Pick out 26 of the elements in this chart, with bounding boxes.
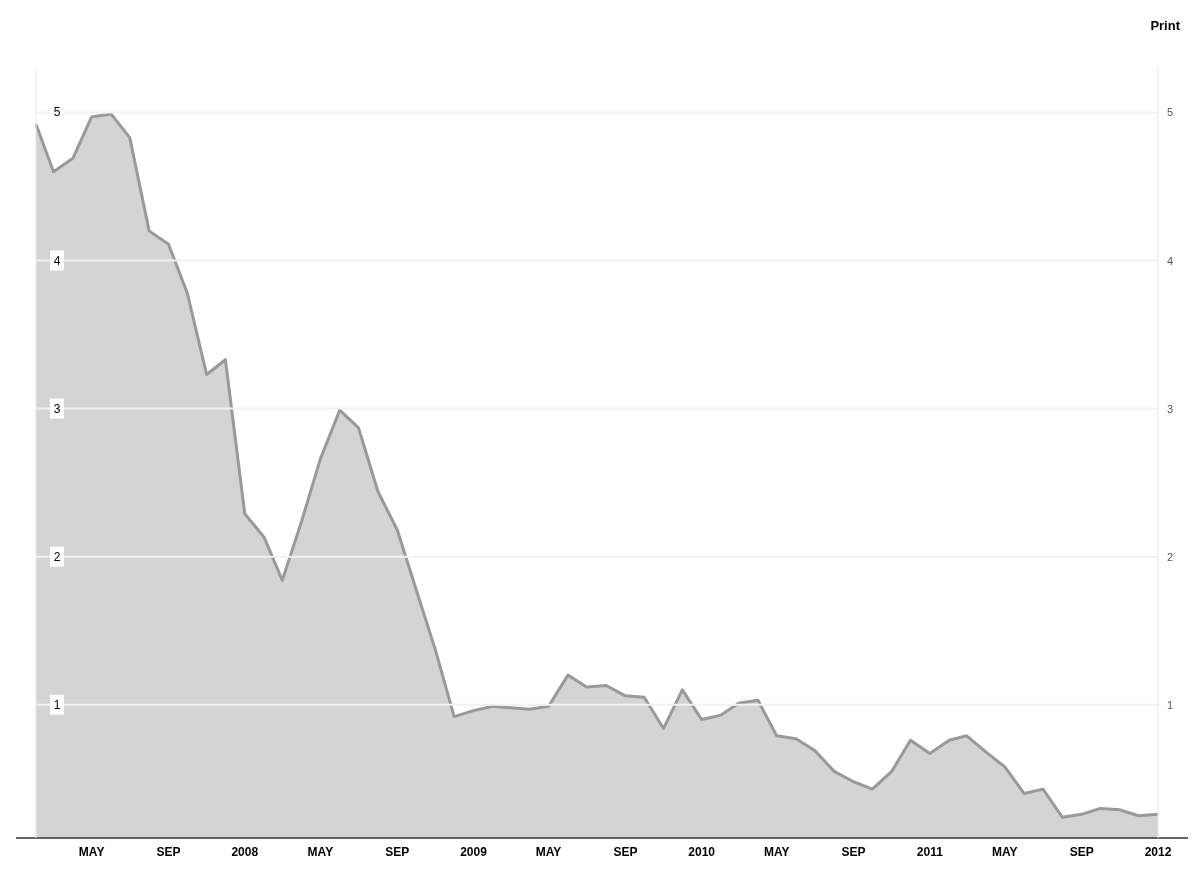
y2-tick-label: 4 (1166, 254, 1174, 267)
y2-tick-label: 5 (1166, 106, 1174, 119)
x-tick-label: MAY (992, 845, 1018, 859)
x-tick-label: MAY (535, 845, 562, 859)
x-tick-label: SEP (613, 845, 638, 859)
text: Print (1150, 18, 1181, 33)
y-tick-label: 2 (53, 549, 61, 564)
x-tick-label: 2009 (460, 845, 488, 859)
x-tick-label: MAY (763, 845, 790, 859)
x-tick-label: SEP (841, 845, 866, 859)
y2-tick-label: 1 (1166, 698, 1174, 711)
y-tick-label: 1 (53, 697, 61, 712)
x-tick-label: SEP (156, 845, 181, 859)
x-tick-label: SEP (1069, 845, 1094, 859)
y-tick-label: 4 (53, 253, 61, 268)
y-tick-label: 3 (53, 401, 61, 416)
x-tick-label: 2008 (231, 845, 259, 859)
y-tick-label: 5 (53, 105, 61, 120)
x-tick-label: SEP (385, 845, 410, 859)
x-tick-label: 2011 (916, 845, 944, 859)
y2-tick-label: 2 (1166, 550, 1174, 563)
x-tick-label: MAY (78, 845, 105, 859)
x-tick-label: 2012 (1144, 845, 1172, 859)
x-tick-label: 2010 (688, 845, 716, 859)
x-tick-label: MAY (307, 845, 334, 859)
y2-tick-label: 3 (1166, 402, 1174, 415)
